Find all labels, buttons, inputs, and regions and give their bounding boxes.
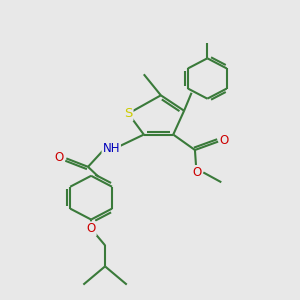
Text: NH: NH	[103, 142, 120, 155]
Text: O: O	[55, 151, 64, 164]
Text: S: S	[124, 107, 133, 120]
Text: O: O	[86, 222, 96, 235]
Text: O: O	[193, 166, 202, 179]
Text: O: O	[220, 134, 229, 147]
